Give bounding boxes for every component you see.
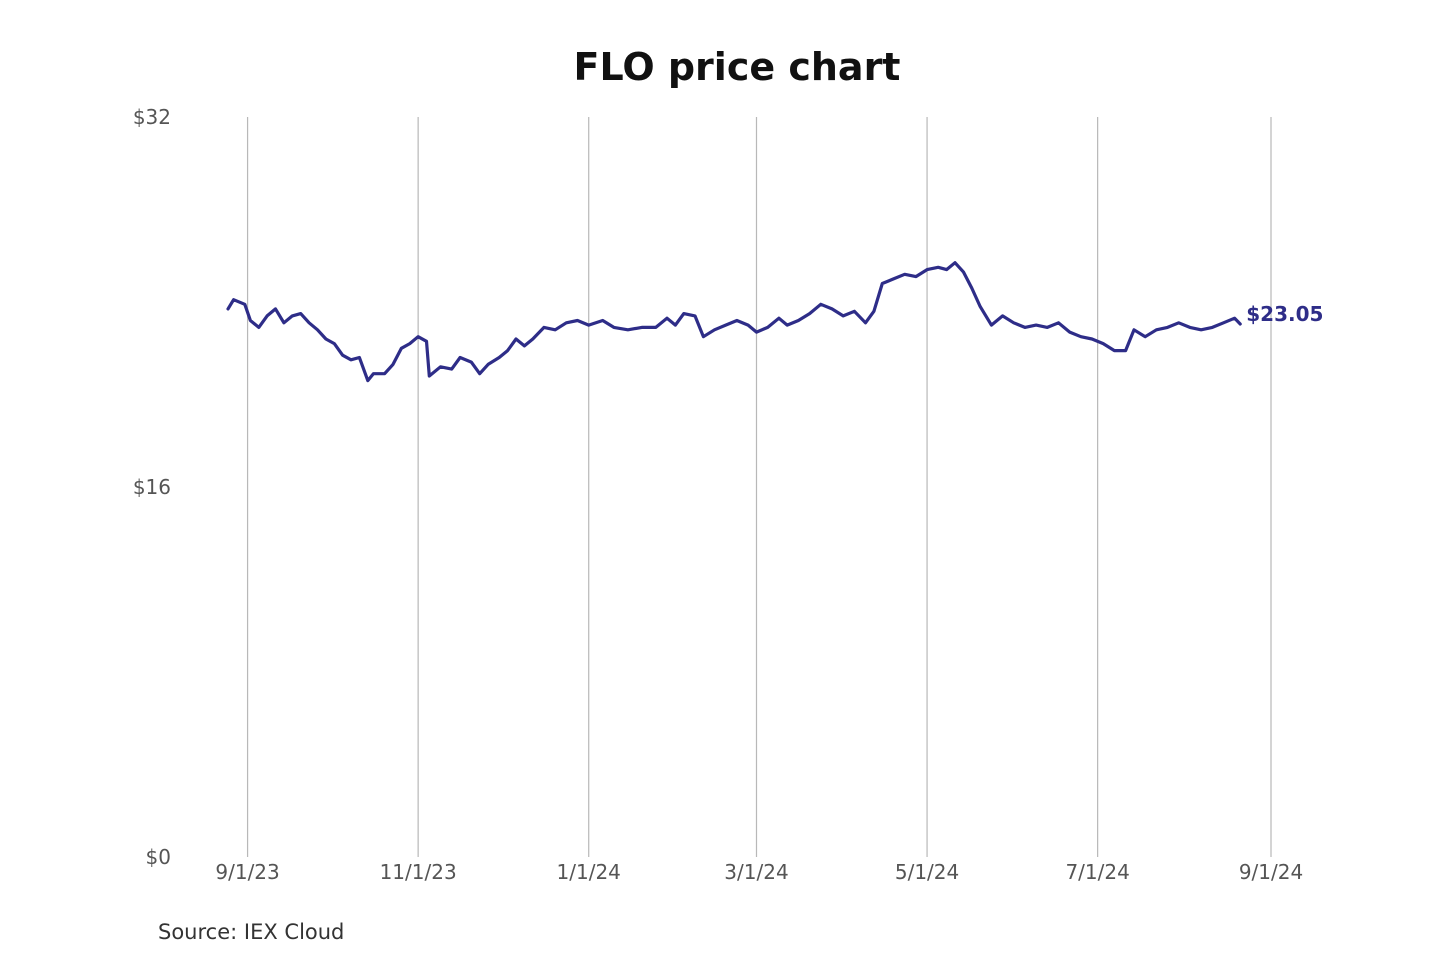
y-tick-label: $16	[133, 475, 171, 499]
series-group	[226, 261, 1242, 383]
x-tick-label: 9/1/24	[1239, 860, 1303, 884]
x-tick-label: 7/1/24	[1065, 860, 1129, 884]
y-tick-label: $32	[133, 105, 171, 129]
vertical-grid	[246, 117, 1272, 857]
price-series-line	[226, 261, 1242, 383]
last-price-label: $23.05	[1246, 302, 1323, 326]
y-axis: $0 $16 $32	[133, 105, 171, 869]
x-tick-label: 9/1/23	[215, 860, 279, 884]
x-tick-label: 1/1/24	[557, 860, 621, 884]
x-tick-label: 11/1/23	[380, 860, 457, 884]
x-axis: 9/1/23 11/1/23 1/1/24 3/1/24 5/1/24 7/1/24 9/1…	[215, 860, 1303, 884]
x-tick-label: 5/1/24	[895, 860, 959, 884]
y-tick-label: $0	[146, 845, 171, 869]
source-label: Source: IEX Cloud	[158, 920, 344, 944]
chart-title: FLO price chart	[574, 45, 901, 89]
x-tick-label: 3/1/24	[724, 860, 788, 884]
